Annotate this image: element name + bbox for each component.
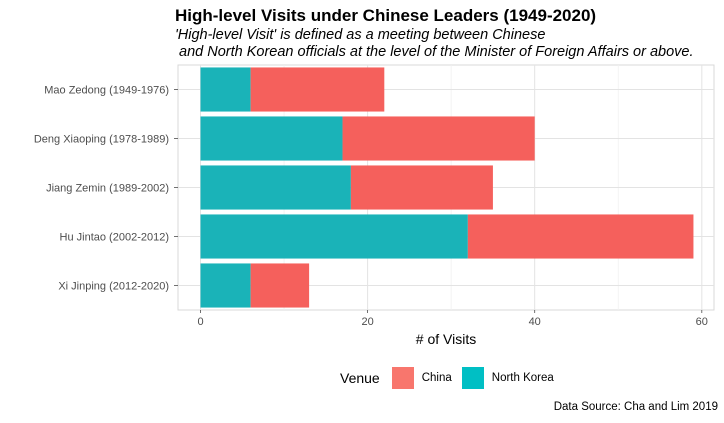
y-tick-label: Mao Zedong (1949-1976) [44, 85, 169, 97]
x-tick-label: 40 [529, 316, 541, 328]
y-tick-label: Xi Jinping (2012-2020) [58, 281, 169, 293]
legend-key-china [391, 367, 414, 389]
subtitle-line-1: 'High-level Visit' is defined as a meeti… [175, 27, 546, 43]
bar-north-korea [200, 214, 468, 259]
bar-china [467, 214, 694, 259]
bar-north-korea [200, 116, 343, 161]
bar-china [342, 116, 535, 161]
bar-china [350, 165, 493, 210]
bar-chart: Mao Zedong (1949-1976) Deng Xiaoping (197… [34, 64, 715, 347]
bar-china [250, 67, 385, 112]
bar-north-korea [200, 67, 251, 112]
legend-item-north-korea: North Korea [461, 367, 554, 389]
legend-key-north-korea [461, 367, 484, 389]
data-source-caption: Data Source: Cha and Lim 2019 [553, 401, 718, 413]
legend: Venue China North Korea [340, 367, 564, 389]
subtitle-line-2: and North Korean officials at the level … [175, 44, 694, 60]
y-tick-label: Deng Xiaoping (1978-1989) [34, 134, 169, 146]
bar-north-korea [200, 165, 351, 210]
x-tick-label: 60 [696, 316, 708, 328]
bar-north-korea [200, 263, 251, 308]
legend-item-china: China [391, 367, 452, 389]
legend-label-china: China [421, 372, 452, 384]
x-tick-label: 0 [197, 316, 203, 328]
bar-china [250, 263, 310, 308]
y-tick-label: Jiang Zemin (1989-2002) [46, 183, 169, 195]
x-tick-label: 20 [361, 316, 373, 328]
x-axis-title: # of Visits [416, 331, 476, 347]
chart-subtitle: 'High-level Visit' is defined as a meeti… [175, 27, 694, 61]
y-tick-label: Hu Jintao (2002-2012) [60, 232, 169, 244]
legend-label-north-korea: North Korea [491, 372, 554, 384]
chart-title: High-level Visits under Chinese Leaders … [175, 6, 597, 25]
legend-title: Venue [340, 370, 380, 386]
